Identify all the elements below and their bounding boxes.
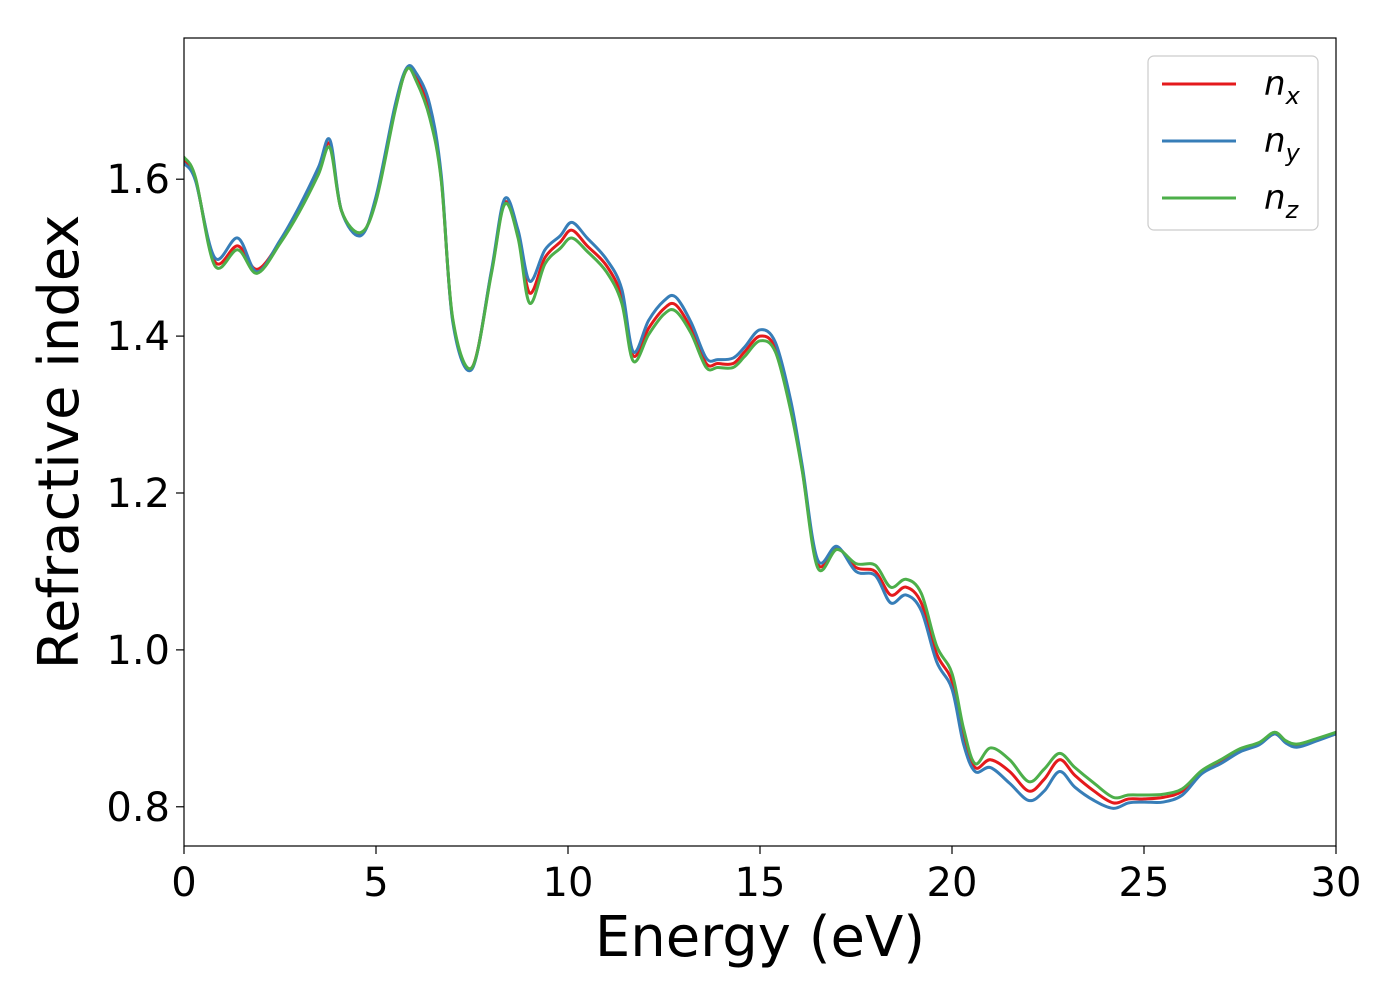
x-tick-label: 10 (543, 860, 594, 906)
x-tick-label: 0 (171, 860, 196, 906)
legend-label-y: ny (1264, 121, 1301, 167)
x-tick-label: 15 (735, 860, 786, 906)
y-tick-label: 1.0 (106, 628, 170, 674)
y-tick-label: 1.6 (106, 157, 170, 203)
legend-label-x: nx (1264, 64, 1301, 110)
legend-label-z: nz (1264, 178, 1300, 224)
series-line-z (184, 66, 1336, 800)
series-layer (184, 64, 1336, 810)
y-tick-label: 1.4 (106, 314, 170, 360)
y-tick-label: 0.8 (106, 785, 170, 831)
x-axis-label: Energy (eV) (595, 905, 925, 970)
x-tick-label: 5 (363, 860, 388, 906)
legend: nx ny nz (1147, 55, 1319, 231)
legend-box (1147, 55, 1319, 231)
x-tick-label: 30 (1311, 860, 1362, 906)
y-axis-label: Refractive index (27, 215, 92, 670)
y-tick-label: 1.2 (106, 471, 170, 517)
x-tick-label: 20 (927, 860, 978, 906)
y-axis-ticks: 0.8 1.0 1.2 1.4 1.6 (106, 157, 184, 831)
x-axis-ticks: 0 5 10 15 20 25 30 (171, 846, 1361, 906)
x-tick-label: 25 (1119, 860, 1170, 906)
